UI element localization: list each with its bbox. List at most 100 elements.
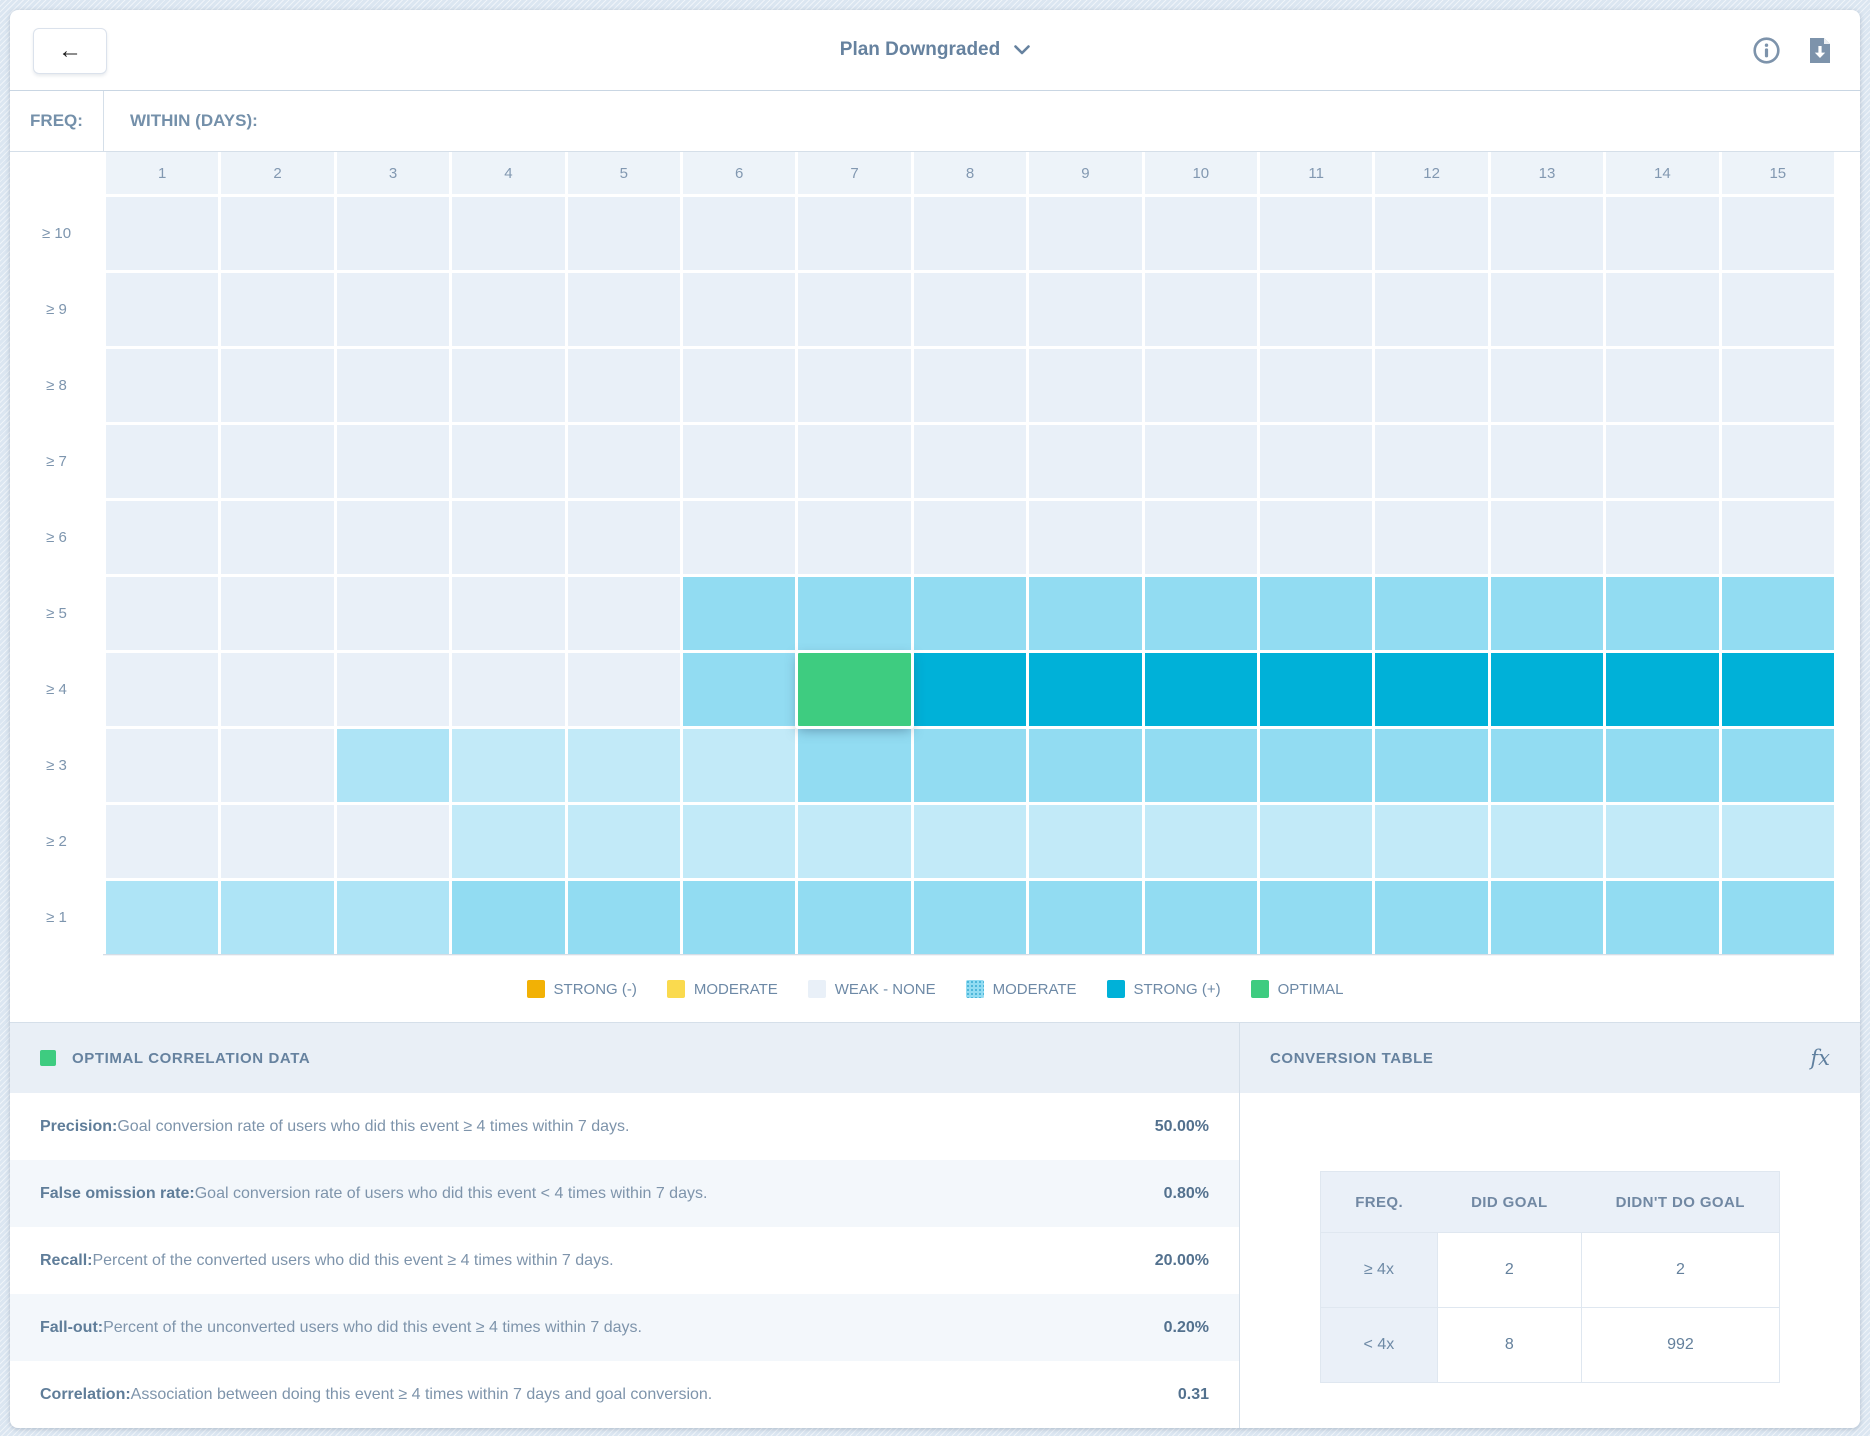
heatmap-cell[interactable] [913,501,1027,574]
heatmap-cell[interactable] [1606,425,1719,498]
heatmap-cell[interactable] [221,577,334,650]
heatmap-cell[interactable] [1490,805,1604,878]
heatmap-cell[interactable] [1606,653,1719,726]
heatmap-cell[interactable] [1375,729,1488,802]
heatmap-cell[interactable] [1721,653,1834,726]
heatmap-cell[interactable] [1721,425,1834,498]
heatmap-cell[interactable] [913,881,1027,954]
heatmap-cell[interactable] [336,273,450,346]
event-selector[interactable]: Plan Downgraded [840,39,1031,61]
heatmap-cell[interactable] [683,349,796,422]
heatmap-cell[interactable] [336,805,450,878]
heatmap-cell[interactable] [1721,501,1834,574]
heatmap-cell[interactable] [452,881,565,954]
heatmap-cell[interactable] [1606,197,1719,270]
heatmap-cell[interactable] [1606,805,1719,878]
heatmap-cell[interactable] [567,881,680,954]
heatmap-cell[interactable] [106,729,219,802]
heatmap-cell[interactable] [1490,653,1604,726]
heatmap-cell[interactable] [1375,577,1488,650]
heatmap-cell[interactable] [1260,197,1373,270]
heatmap-cell[interactable] [1144,881,1257,954]
heatmap-cell[interactable] [106,501,219,574]
heatmap-cell[interactable] [1490,729,1604,802]
heatmap-cell[interactable] [336,881,450,954]
heatmap-cell[interactable] [452,729,565,802]
heatmap-cell[interactable] [336,501,450,574]
heatmap-cell[interactable] [567,653,680,726]
heatmap-cell[interactable] [452,501,565,574]
heatmap-cell[interactable] [1029,881,1142,954]
heatmap-cell[interactable] [1375,881,1488,954]
heatmap-cell[interactable] [1721,273,1834,346]
heatmap-cell[interactable] [106,577,219,650]
heatmap-cell[interactable] [1721,729,1834,802]
heatmap-cell-optimal-selected[interactable] [798,653,911,726]
heatmap-cell[interactable] [1375,501,1488,574]
heatmap-cell[interactable] [1375,653,1488,726]
heatmap-cell[interactable] [567,425,680,498]
heatmap-cell[interactable] [1375,349,1488,422]
heatmap-cell[interactable] [1144,653,1257,726]
heatmap-cell[interactable] [1260,729,1373,802]
info-icon[interactable] [1753,36,1780,64]
heatmap-cell[interactable] [1490,577,1604,650]
heatmap-cell[interactable] [913,577,1027,650]
heatmap-cell[interactable] [221,197,334,270]
heatmap-cell[interactable] [798,881,911,954]
heatmap-cell[interactable] [221,273,334,346]
heatmap-cell[interactable] [798,197,911,270]
heatmap-cell[interactable] [683,425,796,498]
heatmap-cell[interactable] [1260,425,1373,498]
heatmap-cell[interactable] [1606,577,1719,650]
heatmap-cell[interactable] [221,501,334,574]
heatmap-cell[interactable] [683,729,796,802]
heatmap-cell[interactable] [1260,273,1373,346]
heatmap-cell[interactable] [1375,197,1488,270]
heatmap-cell[interactable] [683,881,796,954]
heatmap-cell[interactable] [1144,349,1257,422]
heatmap-cell[interactable] [1375,805,1488,878]
heatmap-cell[interactable] [683,273,796,346]
heatmap-cell[interactable] [1144,805,1257,878]
heatmap-cell[interactable] [1029,273,1142,346]
heatmap-cell[interactable] [567,349,680,422]
heatmap-cell[interactable] [106,805,219,878]
heatmap-cell[interactable] [913,197,1027,270]
heatmap-cell[interactable] [452,577,565,650]
heatmap-cell[interactable] [1029,729,1142,802]
heatmap-cell[interactable] [1260,501,1373,574]
heatmap-cell[interactable] [1260,805,1373,878]
heatmap-cell[interactable] [452,653,565,726]
heatmap-cell[interactable] [683,197,796,270]
heatmap-cell[interactable] [1606,501,1719,574]
heatmap-cell[interactable] [336,425,450,498]
heatmap-cell[interactable] [1490,197,1604,270]
heatmap-cell[interactable] [1029,501,1142,574]
heatmap-cell[interactable] [567,273,680,346]
heatmap-cell[interactable] [1144,577,1257,650]
heatmap-cell[interactable] [1490,349,1604,422]
heatmap-cell[interactable] [913,729,1027,802]
heatmap-cell[interactable] [221,881,334,954]
heatmap-cell[interactable] [798,273,911,346]
formula-fx-icon[interactable]: fx [1810,1046,1830,1070]
download-icon[interactable] [1808,36,1832,65]
heatmap-cell[interactable] [1721,197,1834,270]
heatmap-cell[interactable] [1029,805,1142,878]
heatmap-cell[interactable] [336,577,450,650]
heatmap-cell[interactable] [452,197,565,270]
heatmap-cell[interactable] [1260,881,1373,954]
heatmap-cell[interactable] [913,425,1027,498]
heatmap-cell[interactable] [798,349,911,422]
heatmap-cell[interactable] [1606,881,1719,954]
heatmap-cell[interactable] [913,273,1027,346]
heatmap-cell[interactable] [1260,349,1373,422]
heatmap-cell[interactable] [1029,425,1142,498]
heatmap-cell[interactable] [1606,729,1719,802]
heatmap-cell[interactable] [1721,805,1834,878]
heatmap-cell[interactable] [567,729,680,802]
heatmap-cell[interactable] [336,349,450,422]
heatmap-cell[interactable] [683,805,796,878]
heatmap-cell[interactable] [452,273,565,346]
